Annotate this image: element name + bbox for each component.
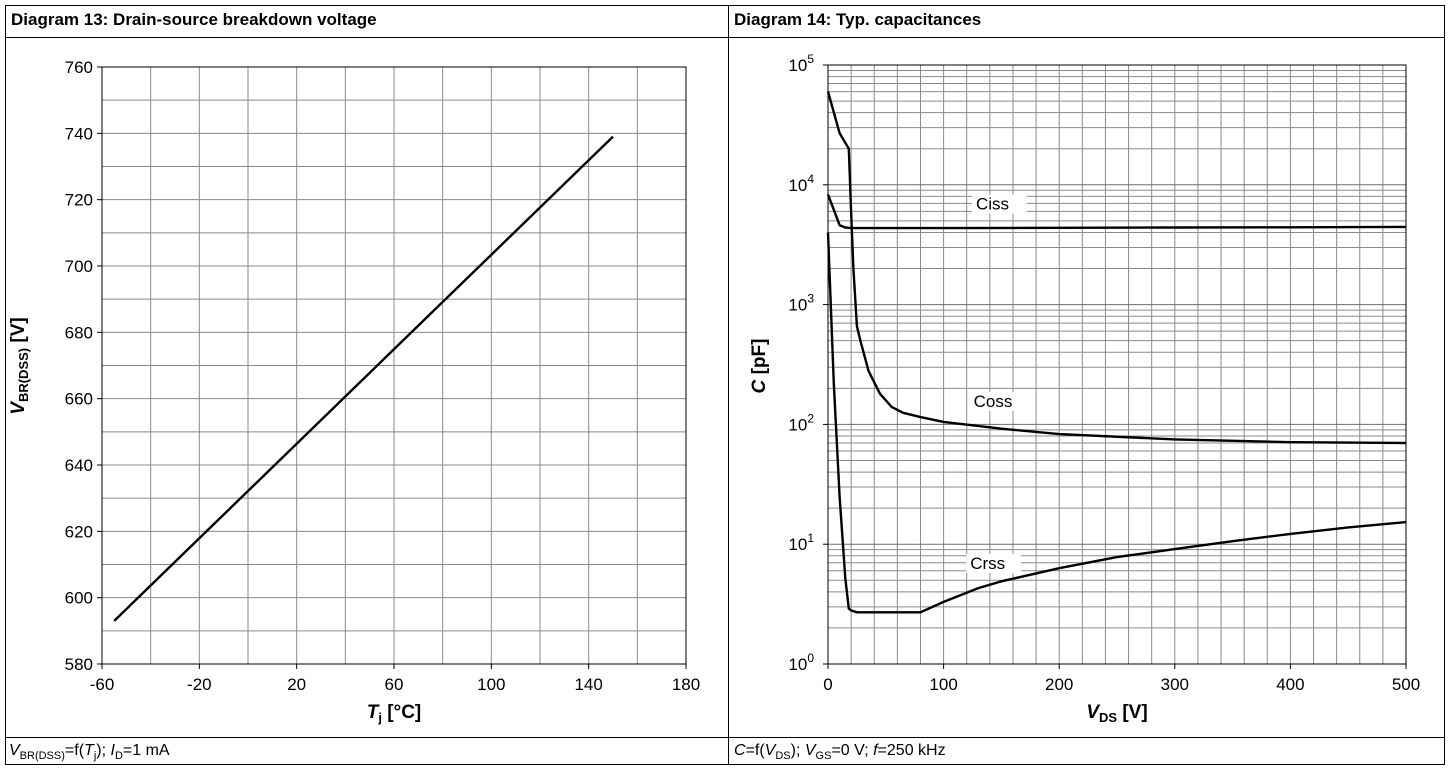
ciss-label-bg — [971, 194, 1027, 214]
header-rule — [5, 37, 1445, 38]
x-tick-label: -60 — [90, 675, 115, 694]
x-tick-label: 100 — [477, 675, 505, 694]
y-tick-label: 700 — [65, 257, 93, 276]
y-axis-title: VBR(DSS) [V] — [8, 317, 31, 414]
y-tick-label: 680 — [65, 323, 93, 342]
x-tick-label: 100 — [929, 675, 957, 694]
x-tick-label: 20 — [287, 675, 306, 694]
y-tick-label: 103 — [788, 292, 814, 315]
x-tick-label: 180 — [672, 675, 700, 694]
coss-label-bg — [969, 391, 1025, 411]
y-tick-label: 104 — [788, 172, 814, 195]
left-panel-caption: VBR(DSS)=f(Tj); ID=1 mA — [9, 742, 170, 763]
y-tick-label: 760 — [65, 58, 93, 77]
y-tick-label: 740 — [65, 124, 93, 143]
right-panel-title: Diagram 14: Typ. capacitances — [734, 10, 982, 29]
y-tick-label: 580 — [65, 655, 93, 674]
x-tick-label: 0 — [823, 675, 832, 694]
x-tick-label: 200 — [1045, 675, 1073, 694]
y-axis-title: C [pF] — [749, 339, 770, 394]
y-tick-label: 100 — [788, 651, 814, 674]
x-tick-label: 300 — [1161, 675, 1189, 694]
ciss-line — [826, 194, 1407, 230]
coss-line — [826, 91, 1407, 445]
x-axis-title: VDS [V] — [1086, 702, 1147, 725]
ciss-label: Ciss — [976, 195, 1009, 214]
plot-area-border — [827, 64, 1407, 665]
x-tick-label: 140 — [574, 675, 602, 694]
right-panel-caption: C=f(VDS); VGS=0 V; f=250 kHz — [734, 742, 946, 763]
y-tick-label: 102 — [788, 411, 814, 434]
x-tick-label: 60 — [385, 675, 404, 694]
crss-line — [826, 232, 1407, 614]
y-tick-label: 660 — [65, 390, 93, 409]
y-tick-label: 720 — [65, 191, 93, 210]
breakdown-voltage-line — [113, 135, 614, 622]
y-tick-label: 105 — [788, 52, 814, 75]
y-tick-label: 101 — [788, 531, 814, 554]
outer-frame — [5, 5, 1445, 765]
coss-label: Coss — [974, 392, 1013, 411]
left-panel-title: Diagram 13: Drain-source breakdown volta… — [11, 10, 377, 29]
y-tick-label: 600 — [65, 589, 93, 608]
y-tick-label: 620 — [65, 522, 93, 541]
breakdown-voltage-chart: -60 -20 20 60 100 140 180 580 600 620 640 660 680 700… — [8, 58, 700, 725]
x-tick-label: -20 — [187, 675, 212, 694]
x-tick-label: 400 — [1276, 675, 1304, 694]
panel-divider — [728, 5, 729, 765]
crss-label-bg — [966, 554, 1022, 574]
capacitance-chart: 0 100 200 300 400 500 100 101 102 103 104 105 VDS [V… — [749, 52, 1420, 725]
x-tick-label: 500 — [1392, 675, 1420, 694]
footer-rule — [5, 737, 1445, 738]
x-axis-title: Tj [°C] — [367, 702, 422, 725]
crss-label: Crss — [970, 554, 1005, 573]
y-tick-label: 640 — [65, 456, 93, 475]
